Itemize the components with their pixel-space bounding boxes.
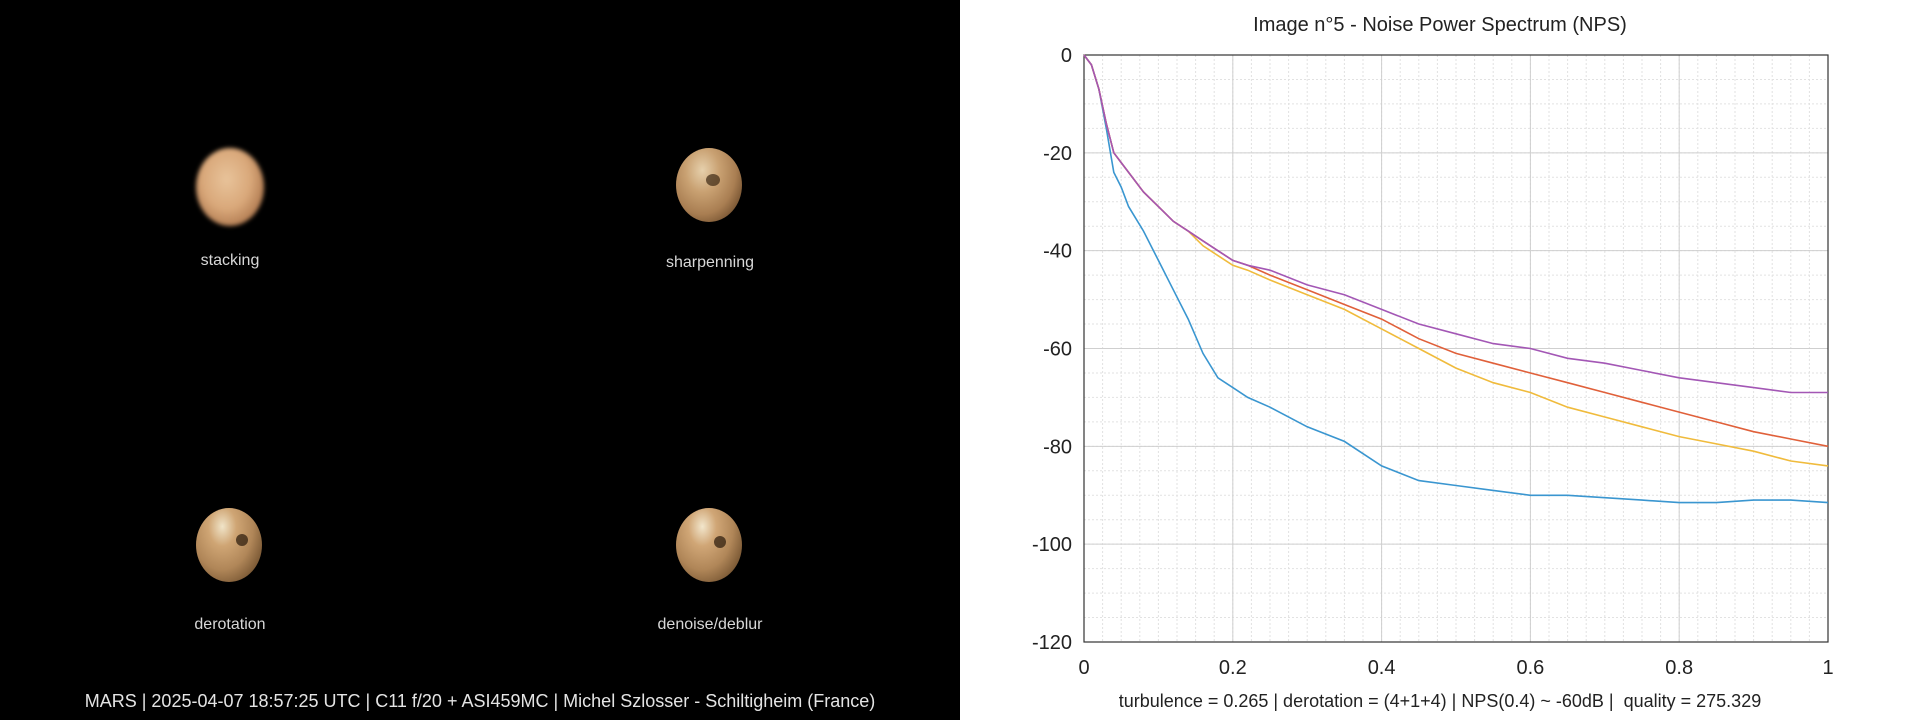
- x-tick-label: 0.4: [1368, 657, 1396, 679]
- chart-panel: Image n°5 - Noise Power Spectrum (NPS) 0…: [960, 0, 1920, 720]
- y-tick-label: -20: [1043, 143, 1072, 165]
- nps-chart: 0 0.2 0.4 0.6 0.8 1 0 -20 -40 -60 -80 -100 -120: [1032, 45, 1834, 679]
- dark-region-icon: [714, 536, 726, 548]
- x-tick-label: 0: [1078, 657, 1089, 679]
- panel-label-derotation: derotation: [194, 616, 266, 633]
- x-tick-label: 1: [1822, 657, 1833, 679]
- image-panel: stacking sharpenning derotation denoise/…: [0, 0, 960, 720]
- dark-region-icon: [236, 534, 248, 546]
- x-tick-label: 0.6: [1516, 657, 1544, 679]
- y-tick-label: -40: [1043, 241, 1072, 263]
- panel-label-stacking: stacking: [200, 252, 260, 269]
- y-tick-label: -100: [1032, 534, 1072, 556]
- y-tick-label: -80: [1043, 436, 1072, 458]
- y-tick-label: 0: [1061, 45, 1072, 67]
- chart-title: Image n°5 - Noise Power Spectrum (NPS): [1253, 14, 1627, 36]
- plot-frame: [1083, 54, 1829, 643]
- series-line-1: [1083, 54, 1829, 504]
- planet-image-denoise-deblur: [676, 508, 742, 582]
- dark-region-icon: [706, 174, 720, 186]
- observation-caption: MARS | 2025-04-07 18:57:25 UTC | C11 f/2…: [84, 691, 876, 711]
- planet-image-derotation: [196, 508, 262, 582]
- x-tick-label: 0.8: [1665, 657, 1693, 679]
- x-tick-label: 0.2: [1219, 657, 1247, 679]
- planet-image-stacking: [196, 148, 264, 226]
- quality-caption: turbulence = 0.265 | derotation = (4+1+4…: [1118, 691, 1762, 711]
- panel-label-sharpenning: sharpenning: [665, 254, 755, 271]
- series-line-4: [1083, 54, 1828, 394]
- y-tick-label: -60: [1043, 339, 1072, 361]
- panel-label-denoise-deblur: denoise/deblur: [657, 616, 763, 633]
- y-tick-label: -120: [1032, 632, 1072, 654]
